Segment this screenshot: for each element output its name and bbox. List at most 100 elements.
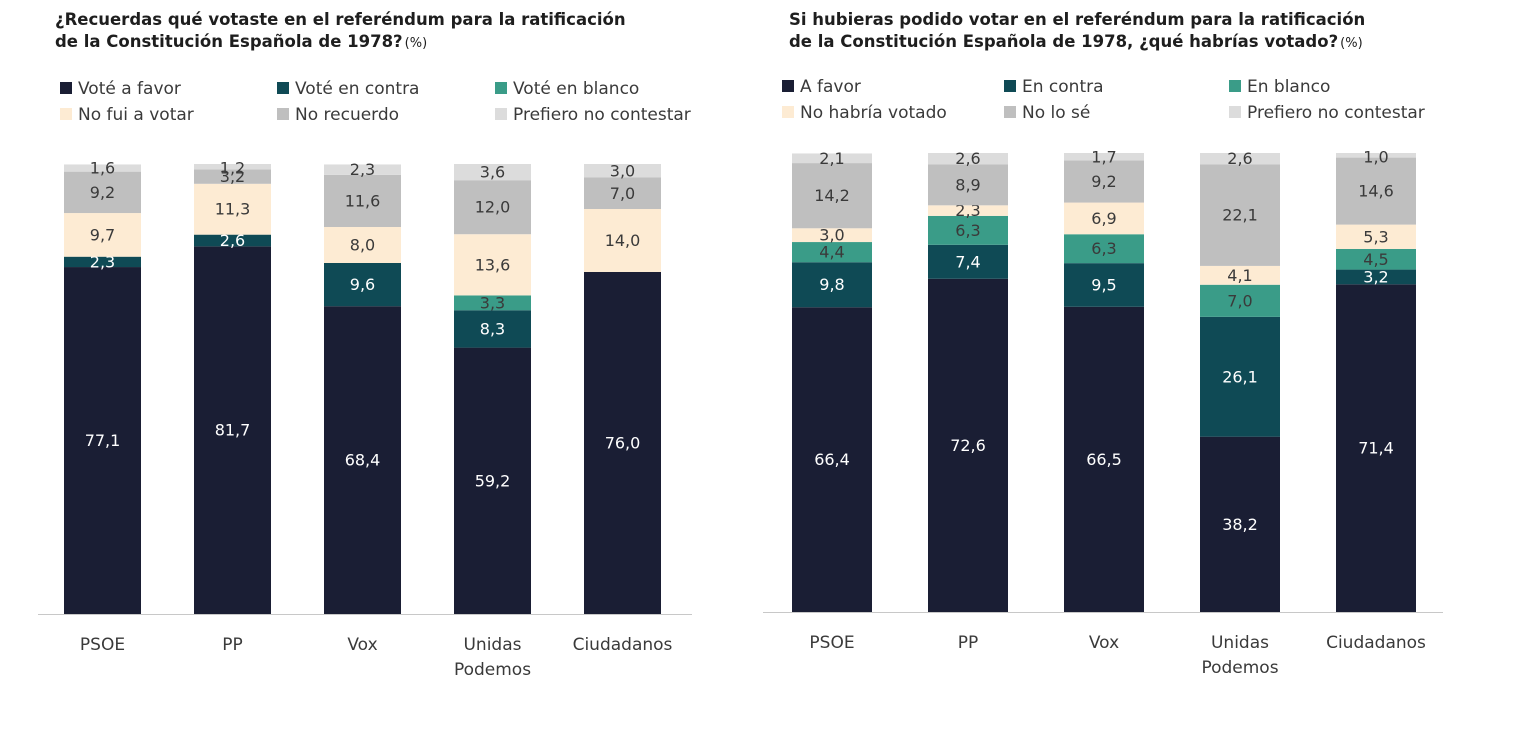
data-label: 2,1 bbox=[819, 149, 844, 168]
data-label: 11,6 bbox=[345, 191, 381, 210]
bar-segment bbox=[792, 228, 872, 243]
bar-segment bbox=[1200, 316, 1280, 437]
bar-segment bbox=[928, 153, 1008, 165]
left-chart-title: ¿Recuerdas qué votaste en el referéndum … bbox=[55, 10, 626, 51]
legend-item-a-favor: A favor bbox=[782, 77, 861, 97]
bar-segment bbox=[1064, 306, 1144, 612]
legend-swatch bbox=[60, 82, 72, 94]
data-label: 3,2 bbox=[220, 167, 245, 186]
legend-item-prefiero: Prefiero no contestar bbox=[1229, 103, 1425, 123]
category-label: PP bbox=[222, 635, 243, 655]
legend-item-no-voto: No fui a votar bbox=[60, 105, 194, 125]
legend-swatch bbox=[1004, 80, 1016, 92]
bar-segment bbox=[1336, 157, 1416, 225]
bar-segment bbox=[584, 272, 661, 614]
bar-segment bbox=[194, 234, 271, 247]
data-label: 14,6 bbox=[1358, 182, 1394, 201]
data-label: 68,4 bbox=[345, 451, 381, 470]
legend-item-vote-contra: Voté en contra bbox=[277, 79, 419, 99]
bar-segment bbox=[454, 295, 531, 311]
legend-item-prefiero: Prefiero no contestar bbox=[495, 105, 691, 125]
bar-segment bbox=[64, 171, 141, 214]
data-label: 7,0 bbox=[1227, 291, 1252, 310]
bar-segment bbox=[194, 169, 271, 184]
bar-segment bbox=[1336, 224, 1416, 249]
right-chart-title: Si hubieras podido votar en el referéndu… bbox=[789, 10, 1366, 51]
bar-segment bbox=[454, 310, 531, 348]
bar-segment bbox=[454, 234, 531, 296]
data-label: 2,3 bbox=[955, 201, 980, 220]
data-label: 11,3 bbox=[215, 200, 251, 219]
legend-swatch bbox=[277, 108, 289, 120]
data-label: 7,4 bbox=[955, 252, 980, 271]
data-label: 8,9 bbox=[955, 175, 980, 194]
data-label: 26,1 bbox=[1222, 367, 1258, 386]
bar-segment bbox=[1200, 265, 1280, 285]
left-chart-panel: ¿Recuerdas qué votaste en el referéndum … bbox=[0, 0, 760, 746]
bar-segment bbox=[324, 263, 401, 307]
bar-segment bbox=[1336, 248, 1416, 270]
bar-segment bbox=[454, 180, 531, 235]
bar-segment bbox=[792, 163, 872, 229]
legend-item-no-lo-se: No lo sé bbox=[1004, 103, 1090, 123]
legend-swatch bbox=[495, 82, 507, 94]
right-chart-panel: Si hubieras podido votar en el referéndu… bbox=[760, 0, 1536, 746]
bar-segment bbox=[194, 183, 271, 235]
bar-segment bbox=[1064, 263, 1144, 307]
bar-segment bbox=[1064, 153, 1144, 161]
data-label: 71,4 bbox=[1358, 439, 1394, 458]
legend-swatch bbox=[1229, 106, 1241, 118]
bar-segment bbox=[64, 267, 141, 614]
data-label: 2,3 bbox=[350, 160, 375, 179]
legend-item-no-habria-votado: No habría votado bbox=[782, 103, 947, 123]
data-label: 9,7 bbox=[90, 225, 115, 244]
data-label: 38,2 bbox=[1222, 515, 1258, 534]
bar-segment bbox=[454, 347, 531, 614]
bar-segment bbox=[928, 278, 1008, 612]
data-label: 13,6 bbox=[475, 255, 511, 274]
bar-segment bbox=[584, 177, 661, 209]
legend-swatch bbox=[277, 82, 289, 94]
data-label: 3,2 bbox=[1363, 267, 1388, 286]
bar-segment bbox=[792, 262, 872, 308]
data-label: 1,6 bbox=[90, 159, 115, 178]
legend-swatch bbox=[1004, 106, 1016, 118]
category-label: PSOE bbox=[80, 635, 125, 655]
data-label: 59,2 bbox=[475, 471, 511, 490]
legend-swatch bbox=[782, 106, 794, 118]
data-label: 4,5 bbox=[1363, 250, 1388, 269]
data-label: 14,0 bbox=[605, 231, 641, 250]
data-label: 8,3 bbox=[480, 319, 505, 338]
data-label: 22,1 bbox=[1222, 206, 1258, 225]
bar-segment bbox=[792, 307, 872, 612]
category-label: Ciudadanos bbox=[573, 635, 673, 655]
left-stacked-bar-chart: 77,1 2,3 9,7 9,2 1,6 PSOE 81,7 2,6 11,3 3,21,2 PP 6… bbox=[38, 159, 692, 680]
data-label: 6,9 bbox=[1091, 209, 1116, 228]
bar-segment bbox=[928, 215, 1008, 245]
data-label: 66,5 bbox=[1086, 450, 1122, 469]
bar-segment bbox=[1200, 436, 1280, 612]
data-label: 4,4 bbox=[819, 243, 844, 262]
legend-item-en-blanco: En blanco bbox=[1229, 77, 1330, 97]
data-label: 12,0 bbox=[475, 198, 511, 217]
data-label: 6,3 bbox=[1091, 239, 1116, 258]
data-label: 3,0 bbox=[819, 226, 844, 245]
data-label: 9,2 bbox=[90, 183, 115, 202]
category-label: Ciudadanos bbox=[1326, 633, 1426, 653]
bar-segment bbox=[1336, 153, 1416, 158]
data-label: 9,5 bbox=[1091, 275, 1116, 294]
bar-segment bbox=[928, 244, 1008, 279]
data-label: 66,4 bbox=[814, 450, 850, 469]
data-label: 9,6 bbox=[350, 275, 375, 294]
data-label: 2,6 bbox=[955, 149, 980, 168]
data-label: 7,0 bbox=[610, 184, 635, 203]
bar-segment bbox=[584, 164, 661, 178]
legend-item-vote-favor: Voté a favor bbox=[60, 79, 181, 99]
bar-segment bbox=[194, 164, 271, 170]
category-label: PP bbox=[958, 633, 979, 653]
bar-segment bbox=[324, 164, 401, 175]
data-label: 2,3 bbox=[90, 252, 115, 271]
bar-segment bbox=[324, 227, 401, 263]
data-label: 14,2 bbox=[814, 186, 850, 205]
data-label: 76,0 bbox=[605, 434, 641, 453]
